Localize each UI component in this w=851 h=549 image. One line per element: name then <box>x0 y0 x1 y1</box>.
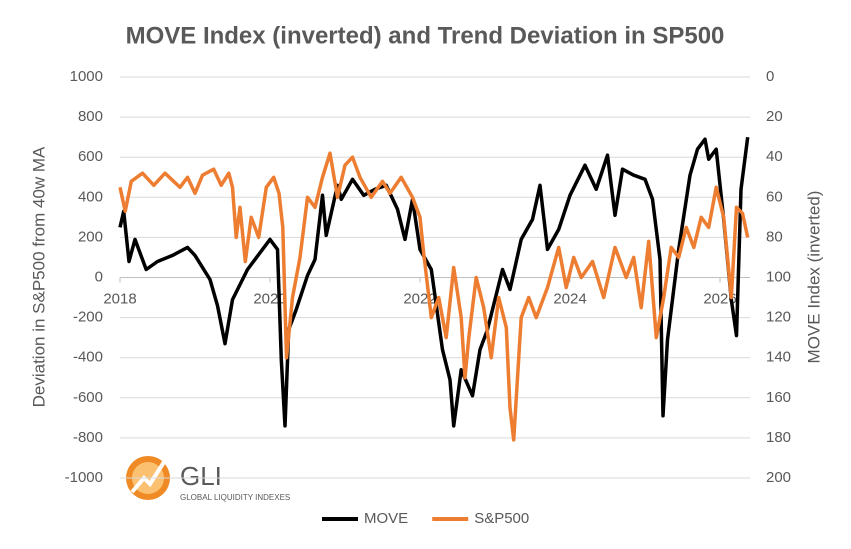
y-tick-label: 1000 <box>70 68 103 85</box>
x-tick-label: 2022 <box>403 290 436 307</box>
y-tick-label: 400 <box>78 188 103 205</box>
y-tick-label: -600 <box>73 389 103 406</box>
y2-tick-label: 180 <box>766 429 791 446</box>
y2-axis-title: MOVE Index (inverted) <box>804 191 823 364</box>
y2-tick-label: 40 <box>766 148 783 165</box>
x-tick-label: 2018 <box>103 290 136 307</box>
legend-label: MOVE <box>364 510 408 527</box>
y-tick-label: -1000 <box>65 469 103 486</box>
y2-tick-label: 200 <box>766 469 791 486</box>
logo-name: GLI <box>180 461 222 491</box>
series-line <box>118 136 750 428</box>
chart-title: MOVE Index (inverted) and Trend Deviatio… <box>126 22 725 49</box>
y2-tick-label: 160 <box>766 389 791 406</box>
y-axis-title: Deviation in S&P500 from 40w MA <box>29 146 48 407</box>
series-line <box>118 151 750 442</box>
y-tick-label: -800 <box>73 429 103 446</box>
y2-tick-label: 140 <box>766 349 791 366</box>
y-tick-label: -400 <box>73 349 103 366</box>
logo-arrow <box>130 460 166 494</box>
y2-tick-label: 20 <box>766 108 783 125</box>
y2-tick-label: 120 <box>766 309 791 326</box>
x-tick-label: 2024 <box>553 290 586 307</box>
y-tick-label: 800 <box>78 108 103 125</box>
y-tick-label: 600 <box>78 148 103 165</box>
y2-tick-label: 0 <box>766 68 774 85</box>
x-tick-label: 2026 <box>703 290 736 307</box>
y-tick-label: 200 <box>78 228 103 245</box>
y2-tick-label: 100 <box>766 268 791 285</box>
y2-tick-label: 80 <box>766 228 783 245</box>
y-tick-label: 0 <box>95 268 103 285</box>
logo: GLI GLOBAL LIQUIDITY INDEXES <box>126 456 290 502</box>
legend-label: S&P500 <box>474 510 529 527</box>
y-tick-label: -200 <box>73 309 103 326</box>
y2-tick-label: 60 <box>766 188 783 205</box>
logo-tagline: GLOBAL LIQUIDITY INDEXES <box>180 493 290 502</box>
x-tick-label: 2020 <box>253 290 286 307</box>
